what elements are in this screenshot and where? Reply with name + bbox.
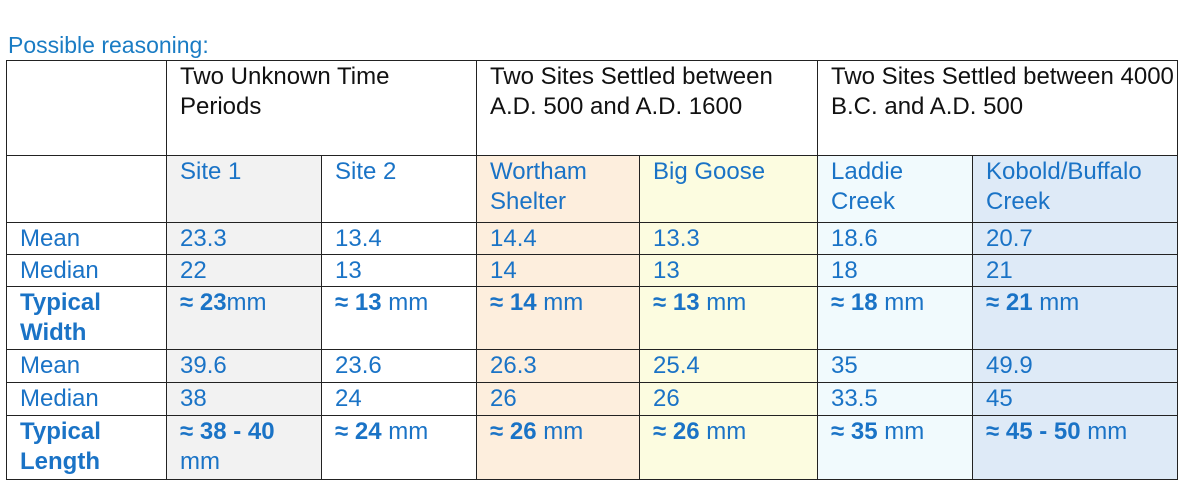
table-row: Median 22 13 14 13 18 21	[6, 254, 1178, 287]
empty-label-cell	[6, 155, 167, 223]
site-header-row: Site 1 Site 2 Wortham Shelter Big Goose …	[6, 155, 1178, 223]
typical-cell: ≈ 26 mm	[639, 415, 818, 480]
approx-value: ≈ 21	[986, 289, 1033, 316]
value-cell: 26.3	[476, 349, 640, 383]
value-cell: 39.6	[166, 349, 322, 383]
value-cell: 14.4	[476, 222, 640, 255]
value-cell: 35	[817, 349, 973, 383]
typical-cell: ≈ 13 mm	[639, 286, 818, 350]
unit: mm	[1080, 418, 1128, 445]
unit: mm	[1032, 289, 1080, 316]
typical-cell: ≈ 38 - 40 mm	[166, 415, 322, 480]
value-cell: 24	[321, 382, 477, 416]
value-cell: 26	[639, 382, 818, 416]
typical-cell: ≈ 21 mm	[972, 286, 1178, 350]
approx-value: ≈ 35	[831, 418, 878, 445]
unit: mm	[226, 289, 267, 316]
table-row: Mean 39.6 23.6 26.3 25.4 35 49.9	[6, 349, 1178, 383]
row-label: Typical Width	[6, 286, 167, 350]
value-cell: 13.4	[321, 222, 477, 255]
table-row: Mean 23.3 13.4 14.4 13.3 18.6 20.7	[6, 222, 1178, 255]
group-header-ad500-1600: Two Sites Settled between A.D. 500 and A…	[476, 60, 818, 156]
approx-value: ≈ 26	[490, 418, 537, 445]
value-cell: 22	[166, 254, 322, 287]
value-cell: 45	[972, 382, 1178, 416]
unit: mm	[536, 418, 584, 445]
typical-cell: ≈ 45 - 50 mm	[972, 415, 1178, 480]
unit: mm	[877, 289, 925, 316]
value-cell: 18	[817, 254, 973, 287]
row-label: Median	[6, 254, 167, 287]
approx-value: ≈ 26	[653, 418, 700, 445]
value-cell: 13.3	[639, 222, 818, 255]
typical-cell: ≈ 23mm	[166, 286, 322, 350]
site-name: Kobold/Buffalo Creek	[972, 155, 1178, 223]
unit: mm	[381, 289, 429, 316]
row-label: Mean	[6, 222, 167, 255]
value-cell: 13	[639, 254, 818, 287]
value-cell: 13	[321, 254, 477, 287]
typical-cell: ≈ 13 mm	[321, 286, 477, 350]
value-cell: 18.6	[817, 222, 973, 255]
unit: mm	[699, 418, 747, 445]
value-cell: 38	[166, 382, 322, 416]
row-label: Typical Length	[6, 415, 167, 480]
approx-value: ≈ 14	[490, 289, 537, 316]
site-name: Site 2	[321, 155, 477, 223]
unit: mm	[381, 418, 429, 445]
value-cell: 23.3	[166, 222, 322, 255]
value-cell: 25.4	[639, 349, 818, 383]
approx-value: ≈ 45 - 50	[986, 418, 1081, 445]
group-header-unknown: Two Unknown Time Periods	[166, 60, 477, 156]
table-row: Typical Width ≈ 23mm ≈ 13 mm ≈ 14 mm ≈ 1…	[6, 286, 1178, 350]
site-name: Laddie Creek	[817, 155, 973, 223]
approx-value: ≈ 18	[831, 289, 878, 316]
row-label: Mean	[6, 349, 167, 383]
approx-value: ≈ 13	[653, 289, 700, 316]
approx-value: ≈ 13	[335, 289, 382, 316]
typical-cell: ≈ 26 mm	[476, 415, 640, 480]
caption: Possible reasoning:	[8, 32, 209, 58]
unit: mm	[699, 289, 747, 316]
unit: mm	[536, 289, 584, 316]
unit: mm	[877, 418, 925, 445]
value-cell: 49.9	[972, 349, 1178, 383]
table-row: Median 38 24 26 26 33.5 45	[6, 382, 1178, 416]
site-name: Wortham Shelter	[476, 155, 640, 223]
value-cell: 20.7	[972, 222, 1178, 255]
table-row: Typical Length ≈ 38 - 40 mm ≈ 24 mm ≈ 26…	[6, 415, 1178, 480]
value-cell: 26	[476, 382, 640, 416]
group-header-row: Two Unknown Time Periods Two Sites Settl…	[6, 60, 1178, 156]
approx-value: ≈ 24	[335, 418, 382, 445]
unit: mm	[180, 448, 220, 475]
value-cell: 14	[476, 254, 640, 287]
typical-cell: ≈ 14 mm	[476, 286, 640, 350]
arrowhead-measurements-table: Two Unknown Time Periods Two Sites Settl…	[6, 60, 1178, 480]
site-name: Site 1	[166, 155, 322, 223]
group-header-4000bc-ad500: Two Sites Settled between 4000 B.C. and …	[817, 60, 1178, 156]
site-name: Big Goose	[639, 155, 818, 223]
approx-value: ≈ 23	[180, 289, 227, 316]
empty-corner-cell	[6, 60, 167, 156]
value-cell: 21	[972, 254, 1178, 287]
value-cell: 23.6	[321, 349, 477, 383]
typical-cell: ≈ 24 mm	[321, 415, 477, 480]
row-label: Median	[6, 382, 167, 416]
typical-cell: ≈ 18 mm	[817, 286, 973, 350]
value-cell: 33.5	[817, 382, 973, 416]
typical-cell: ≈ 35 mm	[817, 415, 973, 480]
approx-value: ≈ 38 - 40	[180, 418, 275, 445]
